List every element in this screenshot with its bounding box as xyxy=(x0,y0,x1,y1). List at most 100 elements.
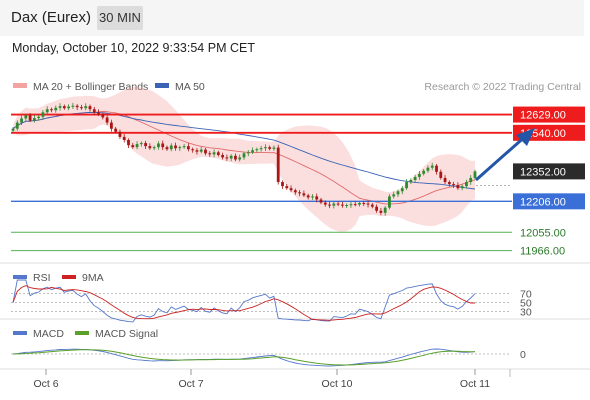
support-label: 11966.00 xyxy=(520,246,565,258)
candle-body xyxy=(178,147,182,149)
pivot-label: 12206.00 xyxy=(520,196,566,208)
candle-body xyxy=(135,144,139,148)
chart-datetime: Monday, October 10, 2022 9:33:54 PM CET xyxy=(12,41,255,55)
candle-body xyxy=(435,165,438,172)
candle-body xyxy=(268,147,272,149)
rsi-level-label: 70 xyxy=(520,289,532,301)
candle-body xyxy=(263,147,267,149)
rsi-level-label: 30 xyxy=(520,307,532,319)
candle-body xyxy=(285,186,289,189)
candle-body xyxy=(315,196,319,200)
x-tick-label: Oct 6 xyxy=(33,378,58,390)
candle-body xyxy=(302,193,306,196)
candle-body xyxy=(199,149,203,152)
candle-body xyxy=(204,149,207,154)
candle-body xyxy=(118,131,122,137)
last-price-tag xyxy=(513,163,585,180)
candle-body xyxy=(88,106,92,110)
pivot-tag xyxy=(513,193,585,210)
candle-body xyxy=(24,115,28,119)
candle-body xyxy=(358,202,361,205)
legend-ma50-swatch xyxy=(155,83,169,88)
legend-macd-label: MACD xyxy=(33,328,64,340)
support-label: 12055.00 xyxy=(520,227,566,239)
candle-body xyxy=(161,143,165,148)
candle-body xyxy=(396,191,400,195)
candle-body xyxy=(473,171,477,178)
candle-body xyxy=(388,196,391,208)
candle-body xyxy=(366,203,370,205)
candle-body xyxy=(15,122,19,129)
rsi-level-label: 50 xyxy=(520,298,532,310)
x-axis: Oct 6 Oct 7 Oct 10 Oct 11 xyxy=(33,369,490,390)
candle-body xyxy=(311,196,314,198)
candle-body xyxy=(174,145,177,149)
candle-body xyxy=(195,150,199,152)
candle-body xyxy=(165,147,169,150)
candle-body xyxy=(139,143,143,145)
macd-zero-label: 0 xyxy=(520,349,526,361)
candle-body xyxy=(37,116,41,119)
candle-body xyxy=(340,204,344,206)
candle-body xyxy=(45,109,49,113)
candle-body xyxy=(58,106,62,108)
rsi-line xyxy=(12,279,476,323)
candle-body xyxy=(242,153,246,158)
last-price-label: 12352.00 xyxy=(520,166,566,178)
candle-body xyxy=(383,207,387,213)
candle-body xyxy=(122,136,126,140)
candle-body xyxy=(50,109,53,111)
candle-body xyxy=(409,180,413,183)
candle-body xyxy=(105,117,109,123)
rsi-ma-line xyxy=(12,285,475,321)
timeframe-button[interactable]: 30 MIN xyxy=(97,6,143,30)
candle-body xyxy=(221,154,225,158)
candle-body xyxy=(379,210,383,213)
candle-body xyxy=(345,205,349,207)
candle-body xyxy=(426,167,430,171)
legend-macd-signal-swatch xyxy=(75,331,89,335)
candle-body xyxy=(80,107,83,109)
candle-body xyxy=(447,182,451,185)
candle-body xyxy=(272,147,276,149)
macd-line xyxy=(12,348,476,367)
candle-body xyxy=(362,202,366,204)
candle-body xyxy=(293,190,297,193)
candle-body xyxy=(71,105,75,107)
macd-panel: 0 xyxy=(11,348,526,367)
candle-body xyxy=(28,115,32,121)
candle-body xyxy=(54,107,58,111)
candle-body xyxy=(251,150,254,153)
candle-body xyxy=(84,106,88,109)
candle-body xyxy=(75,105,79,108)
candle-body xyxy=(97,112,100,115)
candle-body xyxy=(216,152,220,155)
candle-body xyxy=(405,182,408,189)
candle-body xyxy=(469,177,473,183)
candle-body xyxy=(144,143,148,147)
chart-header: Dax (Eurex) 30 MIN xyxy=(0,0,584,36)
candle-body xyxy=(109,122,113,129)
candle-body xyxy=(212,152,216,155)
candle-body xyxy=(229,155,233,159)
candle-body xyxy=(169,145,173,150)
candle-body xyxy=(353,204,357,206)
candle-body xyxy=(460,186,464,189)
candle-body xyxy=(157,143,160,148)
candle-body xyxy=(281,182,284,187)
candle-body xyxy=(465,182,468,187)
legend-rsi-ma-swatch xyxy=(62,275,76,279)
candle-body xyxy=(148,146,152,149)
candle-body xyxy=(208,153,212,155)
candle-body xyxy=(439,171,443,178)
candle-body xyxy=(349,204,353,206)
candlesticks xyxy=(11,102,477,216)
candle-body xyxy=(191,149,195,151)
resistance-tag xyxy=(513,106,585,123)
research-credit: Research © 2022 Trading Central xyxy=(424,81,581,93)
candle-body xyxy=(20,118,23,123)
candle-body xyxy=(62,106,66,109)
candle-body xyxy=(67,106,71,109)
macd-signal-line xyxy=(12,349,475,366)
